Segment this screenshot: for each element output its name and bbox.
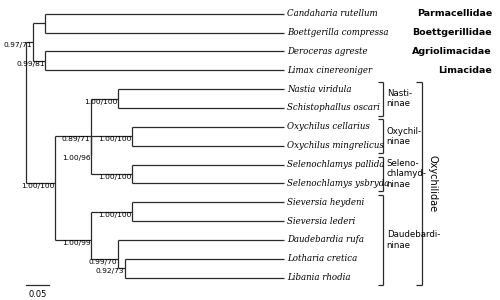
Text: Libania rhodia: Libania rhodia [286,273,350,282]
Text: Nasti-
ninae: Nasti- ninae [386,89,412,108]
Text: Limax cinereoniger: Limax cinereoniger [286,66,372,75]
Text: 1.00/100: 1.00/100 [98,174,132,180]
Text: 1.00/96: 1.00/96 [62,155,90,161]
Text: Agriolimacidae: Agriolimacidae [412,47,492,56]
Text: Daudebardia rufa: Daudebardia rufa [286,236,364,244]
Text: Limacidae: Limacidae [438,66,492,75]
Text: Sieversia lederi: Sieversia lederi [286,217,355,226]
Text: Nastia viridula: Nastia viridula [286,85,351,94]
Text: Boettgerilla compressa: Boettgerilla compressa [286,28,388,37]
Text: 1.00/100: 1.00/100 [84,99,117,105]
Text: Boettgerillidae: Boettgerillidae [412,28,492,37]
Text: 0.05: 0.05 [28,290,46,299]
Text: 1.00/100: 1.00/100 [98,136,132,142]
Text: Schistophallus oscari: Schistophallus oscari [286,103,380,112]
Text: 0.97/71: 0.97/71 [4,42,32,48]
Text: 1.00/99: 1.00/99 [62,240,90,246]
Text: Oxychilidae: Oxychilidae [428,155,438,212]
Text: 0.89/71: 0.89/71 [62,136,90,142]
Text: 0.92/73: 0.92/73 [96,268,124,274]
Text: 1.00/100: 1.00/100 [98,212,132,218]
Text: Deroceras agreste: Deroceras agreste [286,47,368,56]
Text: Oxychilus mingrelicus: Oxychilus mingrelicus [286,141,384,150]
Text: 1.00/100: 1.00/100 [21,183,54,189]
Text: 0.99/81: 0.99/81 [16,61,44,67]
Text: Lotharia cretica: Lotharia cretica [286,254,357,263]
Text: Seleno-
chlamyd-
ninae: Seleno- chlamyd- ninae [386,159,426,189]
Text: Selenochlamys pallida: Selenochlamys pallida [286,160,384,169]
Text: Candaharia rutellum: Candaharia rutellum [286,9,378,18]
Text: Parmacellidae: Parmacellidae [417,9,492,18]
Text: Selenochlamys ysbryda: Selenochlamys ysbryda [286,179,389,188]
Text: Sieversia heydeni: Sieversia heydeni [286,198,364,207]
Text: 0.99/70: 0.99/70 [88,259,117,265]
Text: Daudebardi-
ninae: Daudebardi- ninae [386,230,440,250]
Text: Oxychil-
ninae: Oxychil- ninae [386,127,422,146]
Text: Oxychilus cellarius: Oxychilus cellarius [286,122,370,131]
